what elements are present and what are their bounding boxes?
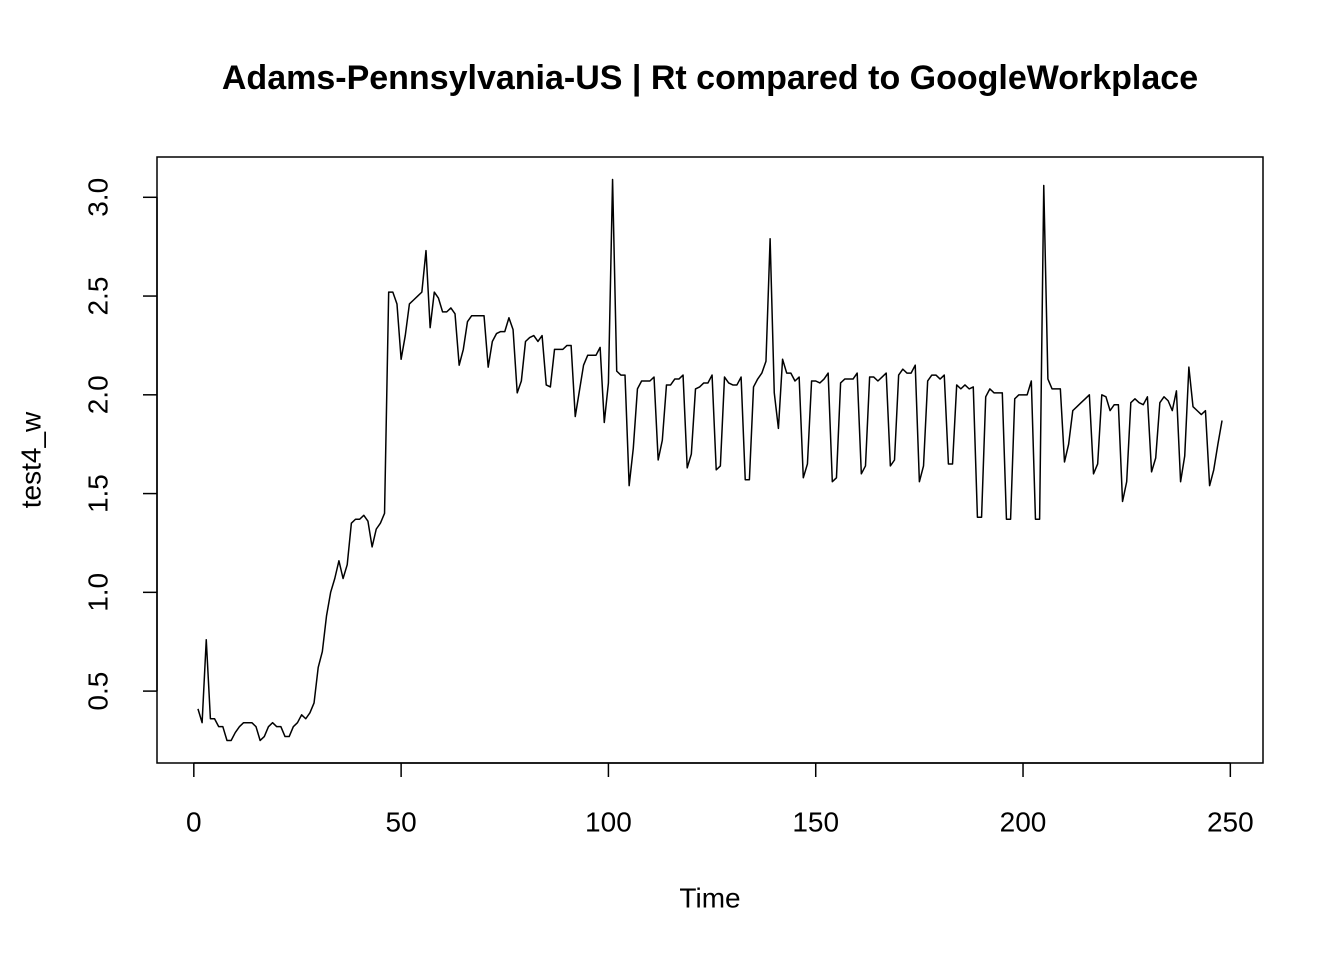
x-tick-label: 250 (1207, 806, 1254, 837)
y-tick-label: 2.0 (82, 375, 113, 414)
chart-title: Adams-Pennsylvania-US | Rt compared to G… (222, 59, 1198, 97)
x-axis-label: Time (679, 882, 740, 913)
data-line (197, 178, 1223, 742)
x-tick-label: 0 (186, 806, 202, 837)
x-tick-label: 100 (585, 806, 632, 837)
plot-frame (156, 156, 1264, 764)
y-tick-label: 1.0 (82, 573, 113, 612)
x-tick-label: 200 (1000, 806, 1047, 837)
y-tick-label: 1.5 (82, 474, 113, 513)
x-tick-label: 150 (792, 806, 839, 837)
x-tick-label: 50 (386, 806, 417, 837)
y-tick-label: 0.5 (82, 672, 113, 711)
y-tick-label: 2.5 (82, 277, 113, 316)
y-axis-label: test4_w (15, 411, 46, 508)
y-tick-label: 3.0 (82, 178, 113, 217)
